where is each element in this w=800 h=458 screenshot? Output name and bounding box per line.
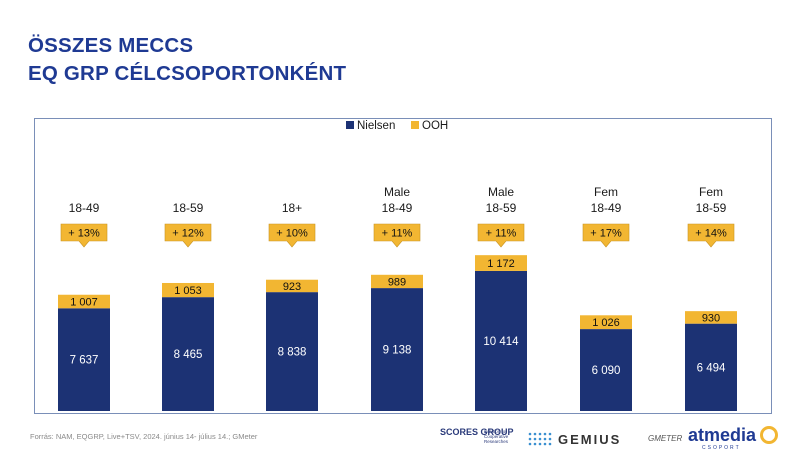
bar-ooh	[475, 255, 527, 271]
increase-callout-box	[164, 223, 212, 248]
gemius-logo: GEMIUS	[558, 432, 622, 447]
bar-value-label-ooh: 989	[388, 276, 406, 288]
atmedia-logo-subtitle: CSOPORT	[702, 445, 741, 451]
atmedia-ring-icon	[760, 426, 778, 444]
title-line-2: EQ GRP CÉLCSOPORTONKÉNT	[28, 62, 347, 85]
category-label: 18+	[282, 201, 302, 215]
scores-group-logo-subtitle: Solution for Cooperative Researches	[484, 429, 509, 444]
increase-callout-box	[687, 223, 735, 248]
category-label: 18-59	[696, 201, 727, 215]
bar-value-label-nielsen: 6 494	[697, 362, 726, 374]
bar-value-label-nielsen: 6 090	[592, 365, 621, 377]
source-note: Forrás: NAM, EQGRP, Live+TSV, 2024. júni…	[30, 432, 258, 441]
atmedia-logo: atmedia	[688, 425, 757, 445]
title-line-1: ÖSSZES MECCS	[28, 34, 194, 57]
category-label: Male	[384, 185, 410, 199]
increase-callout-label: + 10%	[276, 228, 308, 240]
bar-ooh	[580, 315, 632, 330]
page-title: ÖSSZES MECCS EQ GRP CÉLCSOPORTONKÉNT	[28, 32, 346, 88]
increase-callout-label: + 14%	[695, 228, 727, 240]
bar-nielsen	[162, 297, 214, 411]
bar-ooh	[685, 311, 737, 324]
increase-callout-box	[268, 223, 316, 248]
increase-callout-label: + 13%	[68, 228, 100, 240]
bar-ooh	[371, 274, 423, 289]
chart-frame	[34, 118, 772, 414]
bar-value-label-ooh: 923	[283, 281, 301, 293]
legend-label-nielsen: Nielsen	[357, 120, 395, 132]
bar-value-label-ooh: 1 007	[70, 297, 98, 309]
scores-group-logo: SCORES GROUP	[440, 427, 514, 437]
bar-value-label-ooh: 930	[702, 312, 720, 324]
bar-value-label-ooh: 1 053	[174, 285, 202, 297]
bar-nielsen	[580, 329, 632, 411]
bar-ooh	[58, 294, 110, 309]
bar-nielsen	[371, 288, 423, 411]
bar-ooh	[266, 279, 318, 293]
category-label: 18-59	[173, 201, 204, 215]
increase-callout-label: + 11%	[486, 228, 517, 240]
bar-value-label-nielsen: 8 465	[174, 349, 203, 361]
category-label: 18-49	[591, 201, 622, 215]
bar-nielsen	[266, 292, 318, 411]
bar-value-label-ooh: 1 172	[487, 258, 515, 270]
increase-callout-box	[373, 223, 421, 248]
increase-callout-box	[582, 223, 630, 248]
logo-strip: SCORES GROUP Solution for Cooperative Re…	[440, 424, 780, 454]
bar-value-label-nielsen: 7 637	[70, 355, 99, 367]
gmeter-logo: GMETER	[648, 434, 683, 443]
increase-callout-box	[477, 223, 525, 248]
legend-label-ooh: OOH	[422, 120, 448, 132]
increase-callout-label: + 11%	[382, 228, 413, 240]
category-label: 18-59	[486, 201, 517, 215]
bar-ooh	[162, 282, 214, 298]
increase-callout-label: + 12%	[172, 228, 204, 240]
bar-value-label-nielsen: 10 414	[483, 336, 519, 348]
increase-callout-label: + 17%	[590, 228, 622, 240]
category-label: 18-49	[69, 201, 100, 215]
bar-value-label-ooh: 1 026	[592, 317, 620, 329]
legend-swatch-nielsen	[346, 121, 354, 129]
bar-value-label-nielsen: 8 838	[278, 347, 307, 359]
legend-swatch-ooh	[411, 121, 419, 129]
category-label: Fem	[699, 185, 723, 199]
bar-nielsen	[685, 323, 737, 411]
bar-nielsen	[58, 308, 110, 411]
category-label: Male	[488, 185, 514, 199]
category-label: 18-49	[382, 201, 413, 215]
bar-nielsen	[475, 270, 527, 411]
increase-callout-box	[60, 223, 108, 248]
category-label: Fem	[594, 185, 618, 199]
dots-logo-icon	[528, 432, 552, 446]
bar-value-label-nielsen: 9 138	[383, 345, 412, 357]
